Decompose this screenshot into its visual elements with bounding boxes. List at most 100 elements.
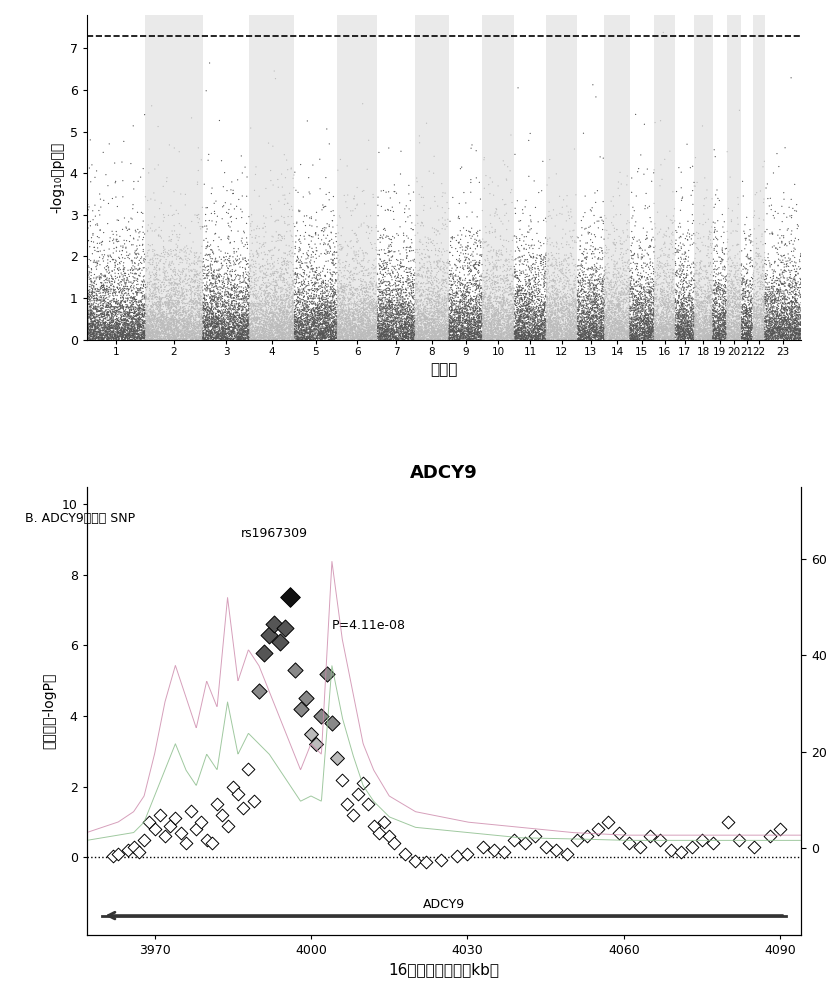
Point (524, 272, 537, 288)
Point (297, 330, 310, 346)
Point (422, 327, 435, 343)
Point (790, 217, 804, 233)
Point (368, 294, 381, 310)
Point (713, 320, 726, 336)
Point (136, 326, 150, 342)
Point (236, 319, 249, 335)
Point (632, 297, 645, 313)
Point (337, 320, 350, 336)
Point (498, 292, 511, 308)
Point (771, 319, 784, 335)
Point (344, 320, 358, 336)
Point (311, 304, 324, 320)
Point (240, 326, 253, 342)
Point (760, 328, 773, 344)
Point (250, 287, 263, 303)
Point (602, 293, 615, 309)
Point (667, 184, 680, 200)
Point (201, 239, 214, 255)
Point (526, 330, 539, 346)
Point (414, 312, 427, 328)
Point (202, 330, 216, 346)
Point (463, 321, 476, 337)
Point (192, 332, 205, 348)
Point (482, 309, 495, 325)
Point (330, 324, 343, 340)
Point (791, 321, 805, 337)
Point (240, 306, 253, 322)
Point (717, 323, 730, 339)
Point (619, 303, 632, 319)
Point (335, 284, 349, 300)
Point (681, 213, 695, 229)
Point (88, 288, 101, 304)
Point (160, 321, 173, 337)
Point (202, 313, 216, 329)
Point (552, 296, 565, 312)
Point (188, 290, 201, 306)
Point (282, 280, 296, 296)
Point (284, 320, 297, 336)
Point (144, 273, 157, 289)
Point (404, 331, 417, 347)
Point (689, 279, 702, 295)
Point (290, 287, 303, 303)
Point (375, 325, 388, 341)
Point (461, 278, 474, 294)
Point (660, 330, 673, 346)
Point (733, 307, 746, 323)
Point (623, 283, 636, 299)
Point (190, 331, 203, 347)
Point (622, 277, 635, 293)
Point (767, 324, 780, 340)
Point (472, 329, 486, 345)
Point (363, 274, 377, 290)
Point (114, 300, 127, 316)
Point (696, 263, 710, 279)
Point (406, 314, 420, 330)
Point (332, 323, 345, 339)
Point (231, 330, 244, 346)
Point (305, 320, 318, 336)
Point (690, 296, 703, 312)
Point (782, 301, 795, 317)
Point (374, 307, 387, 323)
Point (628, 277, 641, 293)
Point (775, 330, 788, 346)
Point (743, 323, 757, 339)
Point (525, 237, 539, 253)
Point (166, 308, 179, 324)
Point (330, 319, 343, 335)
Point (315, 325, 328, 341)
Point (551, 331, 564, 347)
Point (179, 243, 192, 259)
Point (297, 307, 311, 323)
Point (554, 329, 567, 345)
Point (397, 329, 411, 345)
Point (131, 238, 144, 254)
Point (474, 288, 487, 304)
Point (638, 308, 651, 324)
Point (110, 330, 123, 346)
Point (777, 315, 790, 331)
Point (646, 323, 659, 339)
Point (602, 310, 615, 326)
Point (309, 227, 322, 243)
Point (399, 326, 412, 342)
Point (593, 331, 606, 347)
Point (727, 281, 740, 297)
Point (780, 300, 793, 316)
Point (374, 305, 387, 321)
Point (354, 282, 368, 298)
Point (423, 286, 436, 302)
Point (458, 314, 471, 330)
Point (583, 320, 596, 336)
Point (420, 260, 434, 276)
Point (763, 329, 776, 345)
Point (291, 315, 304, 331)
Point (497, 321, 510, 337)
Point (439, 295, 453, 311)
Point (468, 329, 481, 345)
Point (287, 320, 301, 336)
Point (607, 315, 620, 331)
